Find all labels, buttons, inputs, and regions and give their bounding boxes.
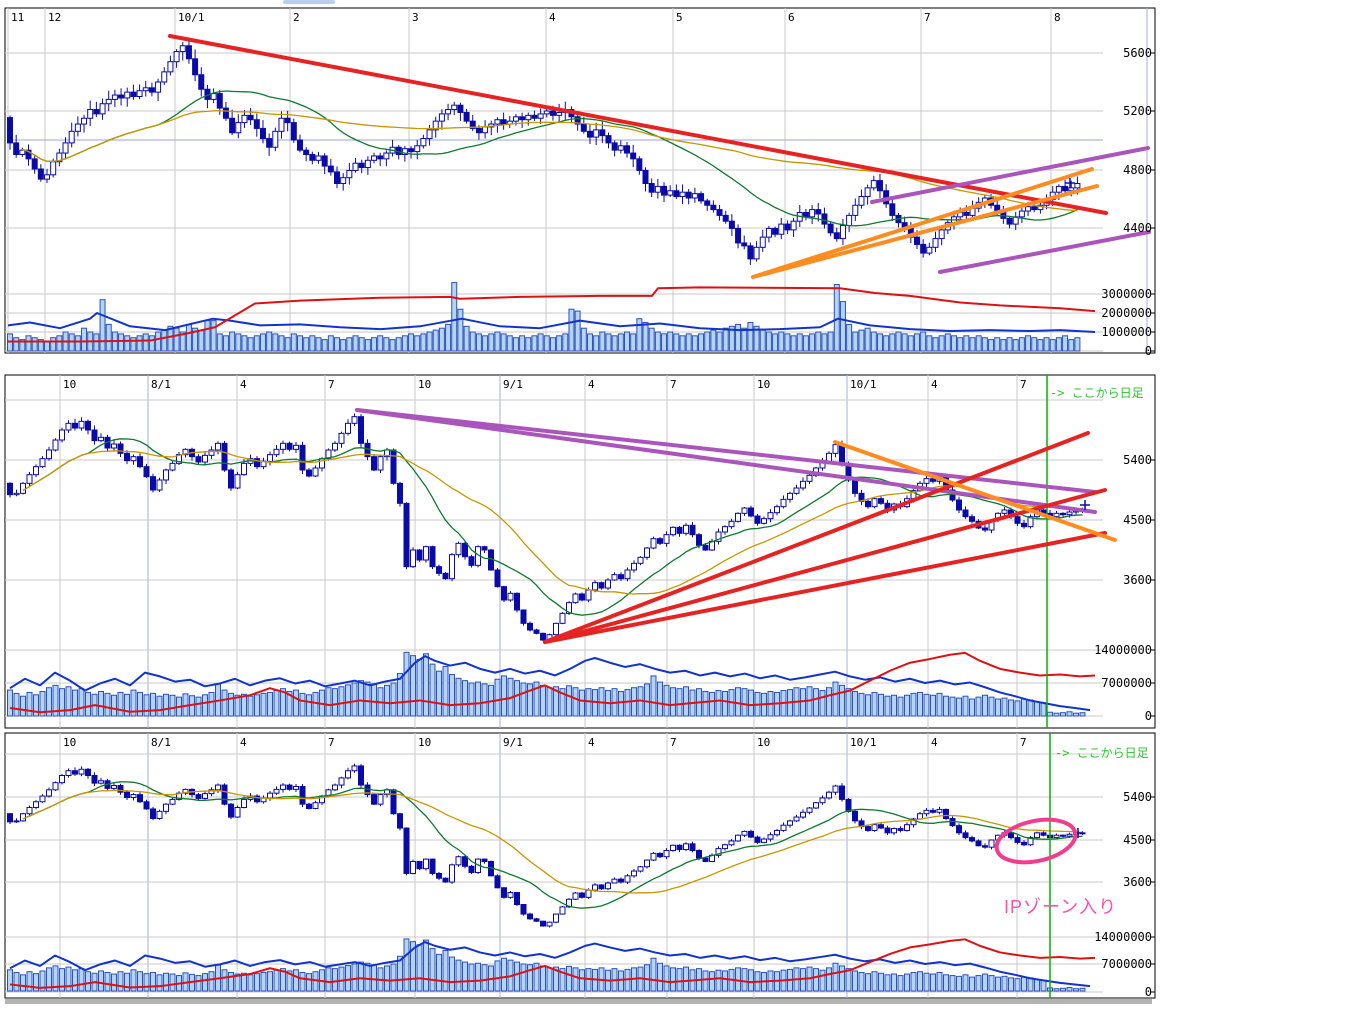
svg-text:7: 7 bbox=[924, 11, 931, 24]
svg-text:10: 10 bbox=[757, 736, 770, 749]
svg-text:9/1: 9/1 bbox=[503, 736, 523, 749]
svg-text:3: 3 bbox=[412, 11, 419, 24]
svg-text:10: 10 bbox=[63, 378, 76, 391]
ip-zone-entry-label: IPゾーン入り bbox=[1004, 897, 1118, 917]
svg-text:12: 12 bbox=[48, 11, 61, 24]
svg-text:7: 7 bbox=[1020, 736, 1027, 749]
svg-text:3600: 3600 bbox=[1123, 573, 1152, 587]
svg-text:4: 4 bbox=[549, 11, 556, 24]
svg-text:0: 0 bbox=[1145, 985, 1152, 999]
svg-text:2000000: 2000000 bbox=[1101, 306, 1152, 320]
svg-text:7: 7 bbox=[328, 378, 335, 391]
svg-text:4400: 4400 bbox=[1123, 221, 1152, 235]
svg-text:10: 10 bbox=[418, 736, 431, 749]
svg-text:0: 0 bbox=[1145, 709, 1152, 723]
daily-from-here-label-clean-panel: -> ここから日足 bbox=[1055, 746, 1149, 760]
svg-text:3600: 3600 bbox=[1123, 875, 1152, 889]
svg-text:7: 7 bbox=[1020, 378, 1027, 391]
svg-text:4: 4 bbox=[588, 378, 595, 391]
svg-text:5400: 5400 bbox=[1123, 453, 1152, 467]
svg-text:5400: 5400 bbox=[1123, 790, 1152, 804]
svg-text:14000000: 14000000 bbox=[1094, 930, 1152, 944]
svg-text:4: 4 bbox=[931, 736, 938, 749]
svg-text:2: 2 bbox=[293, 11, 300, 24]
svg-text:5600: 5600 bbox=[1123, 46, 1152, 60]
svg-text:11: 11 bbox=[11, 11, 24, 24]
svg-text:9/1: 9/1 bbox=[503, 378, 523, 391]
svg-text:8: 8 bbox=[1054, 11, 1061, 24]
svg-text:10: 10 bbox=[418, 378, 431, 391]
svg-text:4: 4 bbox=[240, 736, 247, 749]
top-edge-artifact bbox=[283, 0, 335, 4]
svg-text:6: 6 bbox=[788, 11, 795, 24]
daily-from-here-label-weekly-panel: -> ここから日足 bbox=[1050, 386, 1144, 400]
svg-text:8/1: 8/1 bbox=[151, 378, 171, 391]
svg-text:7000000: 7000000 bbox=[1101, 957, 1152, 971]
svg-text:7: 7 bbox=[328, 736, 335, 749]
svg-text:1000000: 1000000 bbox=[1101, 325, 1152, 339]
svg-text:8/1: 8/1 bbox=[151, 736, 171, 749]
svg-text:4500: 4500 bbox=[1123, 513, 1152, 527]
svg-text:0: 0 bbox=[1145, 344, 1152, 358]
bottom-scroll-strip bbox=[5, 999, 1152, 1004]
svg-text:4: 4 bbox=[588, 736, 595, 749]
svg-text:10/1: 10/1 bbox=[850, 736, 877, 749]
svg-text:4: 4 bbox=[240, 378, 247, 391]
svg-text:10: 10 bbox=[757, 378, 770, 391]
svg-text:4: 4 bbox=[931, 378, 938, 391]
svg-text:5: 5 bbox=[676, 11, 683, 24]
svg-text:3000000: 3000000 bbox=[1101, 287, 1152, 301]
svg-text:7: 7 bbox=[670, 378, 677, 391]
svg-text:7000000: 7000000 bbox=[1101, 676, 1152, 690]
svg-text:4500: 4500 bbox=[1123, 833, 1152, 847]
svg-text:7: 7 bbox=[670, 736, 677, 749]
svg-text:10/1: 10/1 bbox=[178, 11, 205, 24]
svg-text:5200: 5200 bbox=[1123, 104, 1152, 118]
svg-text:10/1: 10/1 bbox=[850, 378, 877, 391]
svg-text:4800: 4800 bbox=[1123, 163, 1152, 177]
svg-text:10: 10 bbox=[63, 736, 76, 749]
svg-text:14000000: 14000000 bbox=[1094, 643, 1152, 657]
